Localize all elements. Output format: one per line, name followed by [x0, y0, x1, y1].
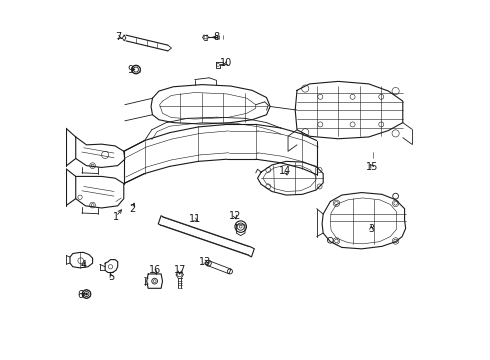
Text: 14: 14 [279, 166, 291, 176]
Text: 17: 17 [173, 265, 186, 275]
Text: 1: 1 [113, 212, 119, 221]
Text: 8: 8 [213, 32, 220, 42]
Text: 12: 12 [229, 211, 241, 221]
Text: 11: 11 [189, 215, 201, 224]
Circle shape [85, 293, 88, 295]
Text: 15: 15 [366, 162, 378, 172]
Text: 13: 13 [199, 257, 211, 267]
Text: 9: 9 [127, 64, 133, 75]
Text: 2: 2 [129, 204, 135, 214]
Text: 16: 16 [148, 265, 161, 275]
Text: 4: 4 [80, 260, 87, 270]
Text: 5: 5 [108, 272, 115, 282]
Text: 10: 10 [220, 58, 232, 68]
Text: 7: 7 [116, 32, 122, 42]
Text: 6: 6 [78, 291, 84, 301]
Text: 3: 3 [368, 225, 374, 234]
